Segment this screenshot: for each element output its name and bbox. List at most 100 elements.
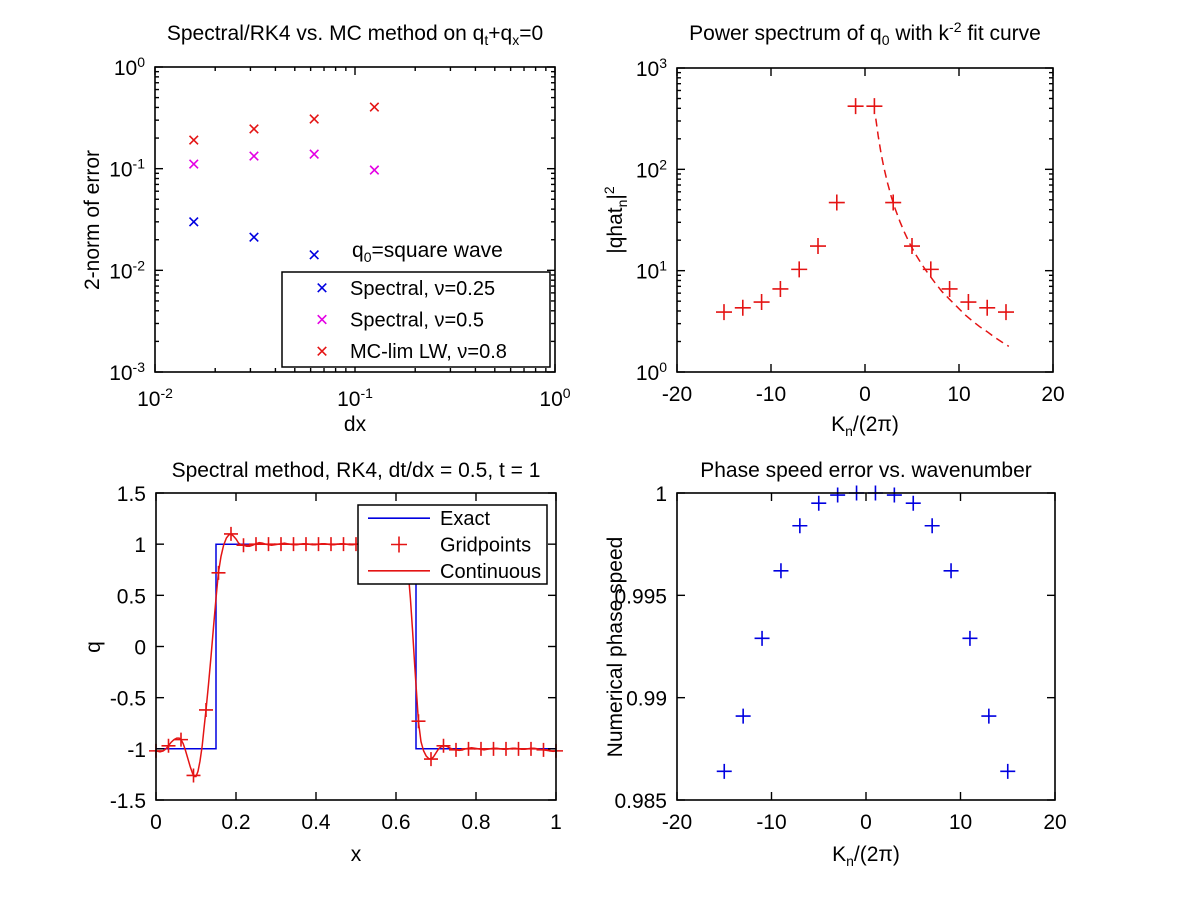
plus-marker xyxy=(792,518,808,534)
y-tick-label: 0.995 xyxy=(614,585,667,608)
x-marker xyxy=(249,124,259,134)
plus-marker xyxy=(536,742,551,757)
plus-marker xyxy=(1000,763,1016,779)
legend-label: Gridpoints xyxy=(440,535,531,557)
panel-power-spectrum: -20 -10 0 10 20 103 102 101 100 Power spectrum of… xyxy=(601,19,1065,439)
x-marker xyxy=(188,159,199,169)
axes: -20 -10 0 10 20 103 102 101 100 xyxy=(636,55,1065,406)
y-axis-label: Numerical phase speed xyxy=(604,537,627,758)
plus-marker xyxy=(449,742,463,757)
plus-marker xyxy=(311,537,326,552)
plus-marker xyxy=(436,738,451,753)
plus-marker xyxy=(274,537,288,552)
legend-marker xyxy=(317,346,327,356)
x-tick-label: -20 xyxy=(662,811,692,834)
y-axis-label: q xyxy=(82,641,105,653)
y-axis-label: |qhatn|2 xyxy=(601,186,630,254)
plus-marker xyxy=(524,741,538,756)
x-tick-label: -10 xyxy=(756,811,786,834)
plus-marker xyxy=(161,738,176,753)
plus-marker xyxy=(199,702,213,717)
plus-marker xyxy=(830,487,846,503)
x-axis-label: dx xyxy=(344,413,367,436)
y-tick-label: 1 xyxy=(655,483,667,506)
plus-marker xyxy=(186,768,201,783)
y-tick-label: -1.5 xyxy=(110,790,146,813)
panel-title: Power spectrum of q0 with k-2 fit curve xyxy=(689,19,1041,48)
y-tick-label: 0 xyxy=(134,637,146,660)
x-tick-label: 0.2 xyxy=(221,811,250,834)
legend-label: Continuous xyxy=(440,561,541,583)
y-tick-label: 10-1 xyxy=(109,156,145,182)
y-tick-label: 0.5 xyxy=(117,585,146,608)
plus-marker xyxy=(905,495,921,511)
x-marker xyxy=(249,232,259,242)
x-axis-label: Kn/(2π) xyxy=(832,843,900,869)
plus-marker xyxy=(499,741,513,756)
plus-marker xyxy=(486,741,501,756)
x-marker xyxy=(309,114,320,124)
series-numerical phase speed xyxy=(716,485,1016,779)
x-tick-label: 0 xyxy=(860,811,872,834)
plus-marker xyxy=(885,194,902,211)
y-tick-label: 100 xyxy=(636,359,667,385)
x-marker xyxy=(249,151,259,161)
plus-marker xyxy=(249,537,263,552)
x-tick-label: 0 xyxy=(859,383,871,406)
plus-marker xyxy=(866,98,883,115)
x-tick-label: 20 xyxy=(1041,383,1064,406)
panel-title: Spectral/RK4 vs. MC method on qt+qx=0 xyxy=(167,22,543,48)
series-MC-lim LW, ν=0.8 xyxy=(188,102,380,145)
plus-marker xyxy=(735,708,751,724)
panel-title: Phase speed error vs. wavenumber xyxy=(700,459,1032,482)
plus-marker xyxy=(324,537,338,552)
plus-marker xyxy=(847,98,864,115)
plus-marker xyxy=(810,238,826,255)
plus-marker xyxy=(734,299,751,316)
x-tick-label: 100 xyxy=(539,385,570,411)
y-tick-label: 103 xyxy=(636,55,667,81)
x-tick-label: 10 xyxy=(949,811,972,834)
x-tick-label: 20 xyxy=(1043,811,1066,834)
plus-marker xyxy=(960,294,977,311)
axes-box xyxy=(676,67,1054,373)
y-tick-label: -0.5 xyxy=(110,688,146,711)
plus-marker xyxy=(461,741,476,756)
legend-label: Spectral, ν=0.5 xyxy=(350,310,484,332)
series-power spectrum points xyxy=(716,98,1014,321)
plus-marker xyxy=(299,537,313,552)
legend-marker xyxy=(391,536,407,553)
x-tick-label: 10-1 xyxy=(337,385,373,411)
plus-marker xyxy=(474,741,488,756)
legend: Exact Gridpoints Continuous xyxy=(357,504,548,585)
legend-label: Spectral, ν=0.25 xyxy=(350,278,495,300)
y-axis-label: 2-norm of error xyxy=(81,150,104,290)
x-marker xyxy=(309,149,320,159)
plus-marker xyxy=(924,518,940,534)
plus-marker xyxy=(224,526,238,541)
y-tick-label: -1 xyxy=(127,739,146,762)
y-tick-label: 0.99 xyxy=(626,688,667,711)
series-Gridpoints xyxy=(149,526,563,783)
legend-box xyxy=(281,271,551,368)
plus-marker xyxy=(236,538,251,553)
x-tick-label: -10 xyxy=(756,383,786,406)
x-marker xyxy=(188,135,199,145)
legend-marker xyxy=(317,283,327,293)
plus-marker xyxy=(941,280,958,297)
plus-marker xyxy=(773,563,789,579)
x-tick-label: -20 xyxy=(662,383,692,406)
legend-label: Exact xyxy=(440,508,490,530)
legend: Spectral, ν=0.25 Spectral, ν=0.5 MC-lim LW… xyxy=(281,271,551,368)
plus-marker xyxy=(811,495,827,511)
y-tick-label: 1.5 xyxy=(117,483,146,506)
x-axis-label: Kn/(2π) xyxy=(831,413,899,439)
plus-marker xyxy=(904,238,920,255)
x-tick-label: 0.6 xyxy=(381,811,410,834)
series-k^-2 fit curve xyxy=(875,118,1010,348)
series-Spectral, ν=0.5 xyxy=(188,149,380,175)
y-tick-label: 101 xyxy=(636,258,667,284)
plus-marker xyxy=(772,280,789,297)
x-tick-label: 10-2 xyxy=(137,385,173,411)
